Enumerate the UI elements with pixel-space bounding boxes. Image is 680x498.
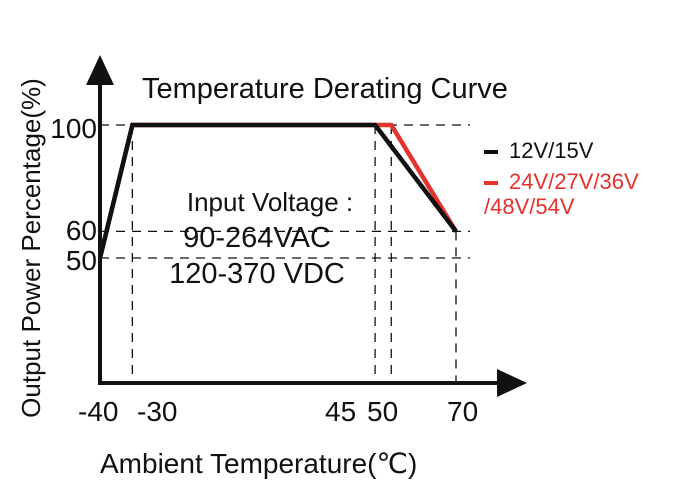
- annotation-line-1: Input Voltage :: [187, 187, 353, 217]
- y-axis-title: Output Power Percentage(%): [16, 78, 46, 418]
- legend-label: 24V/27V/36V: [509, 169, 639, 194]
- legend-label: 12V/15V: [509, 138, 594, 163]
- series-layer: [97, 122, 458, 259]
- legend-swatch: [484, 150, 498, 154]
- series-line-0: [97, 122, 458, 259]
- y-tick-label: 100: [50, 113, 97, 144]
- axes: [86, 55, 527, 397]
- input-voltage-annotation: Input Voltage : 90-264VAC 120-370 VDC: [169, 187, 353, 290]
- y-tick-label: 60: [66, 215, 97, 246]
- legend: 12V/15V 24V/27V/36V/48V/54V: [484, 138, 639, 219]
- legend-item: 12V/15V: [484, 138, 594, 163]
- x-axis-arrow-icon: [497, 369, 527, 397]
- x-tick-label: -30: [137, 396, 177, 427]
- x-tick-label: 45: [325, 396, 356, 427]
- annotation-line-2: 90-264VAC: [183, 222, 331, 254]
- x-axis-title: Ambient Temperature(℃): [100, 448, 417, 479]
- y-tick-label: 50: [66, 245, 97, 276]
- legend-item: 24V/27V/36V/48V/54V: [484, 169, 639, 219]
- y-axis-arrow-icon: [86, 55, 114, 85]
- x-tick-label: 50: [367, 396, 398, 427]
- x-tick-label: -40: [78, 396, 118, 427]
- legend-swatch: [484, 181, 498, 185]
- legend-label: /48V/54V: [484, 194, 575, 219]
- x-tick-labels: -40 -30 45 50 70: [78, 396, 478, 427]
- x-tick-label: 70: [447, 396, 478, 427]
- chart-title: Temperature Derating Curve: [142, 73, 508, 105]
- annotation-line-3: 120-370 VDC: [169, 258, 345, 290]
